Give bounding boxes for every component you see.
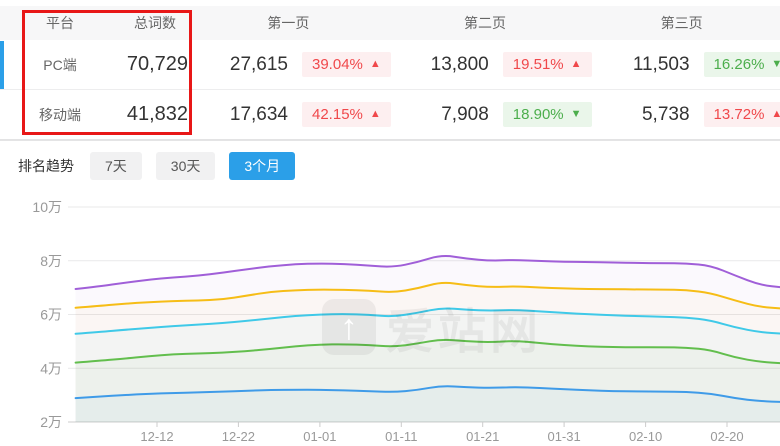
svg-text:6万: 6万 <box>40 307 62 323</box>
page2-cell: 13,800 19.51% ▲ <box>391 52 592 77</box>
platform-label: PC端 <box>43 56 77 73</box>
page1-cell: 27,615 39.04% ▲ <box>190 52 391 77</box>
trend-arrow-icon: ▲ <box>570 58 582 70</box>
change-percent: 18.90% <box>512 106 564 123</box>
page1-change-badge: 42.15% ▲ <box>302 102 391 127</box>
trend-arrow-icon: ▲ <box>369 58 381 70</box>
chart-canvas[interactable]: 2万 4万 6万 8万 10万 12-12 12-22 01-01 01-11 01-21 01-3… <box>0 190 780 446</box>
page3-cell: 5,738 13.72% ▲ <box>592 102 780 127</box>
trend-section-title: 排名趋势 <box>18 157 74 174</box>
svg-text:01-21: 01-21 <box>466 429 499 444</box>
table-row-mobile[interactable]: 移动端 41,832 17,634 42.15% ▲ 7,908 18.90% … <box>0 90 780 140</box>
col-header-page2: 第二页 <box>464 15 506 31</box>
table-header-row: 平台 总词数 第一页 第二页 第三页 <box>0 6 780 40</box>
page1-count: 27,615 <box>229 53 288 75</box>
total-words-value: 41,832 <box>126 103 188 125</box>
page2-change-badge: 19.51% ▲ <box>502 52 592 77</box>
change-percent: 39.04% <box>312 56 363 73</box>
change-percent: 42.15% <box>312 106 363 123</box>
page2-count: 7,908 <box>441 103 489 125</box>
page1-count: 17,634 <box>229 103 288 125</box>
svg-text:10万: 10万 <box>32 199 62 215</box>
table-row-pc[interactable]: PC端 70,729 27,615 39.04% ▲ 13,800 19.51%… <box>0 40 780 90</box>
tab-7-days[interactable]: 7天 <box>90 151 142 180</box>
trend-arrow-icon: ▲ <box>771 108 780 120</box>
svg-text:8万: 8万 <box>40 253 62 269</box>
page1-cell: 17,634 42.15% ▲ <box>190 102 391 127</box>
trend-toolbar: 排名趋势 7天 30天 3个月 <box>0 140 780 190</box>
col-header-page1: 第一页 <box>267 15 310 31</box>
page3-change-badge: 16.26% ▼ <box>703 52 780 77</box>
col-header-platform: 平台 <box>46 15 74 31</box>
change-percent: 16.26% <box>713 56 765 73</box>
ranking-summary-table: 平台 总词数 第一页 第二页 第三页 PC端 70,729 27,615 39.… <box>0 0 780 140</box>
page2-cell: 7,908 18.90% ▼ <box>391 102 592 127</box>
change-percent: 13.72% <box>713 106 765 123</box>
svg-text:01-31: 01-31 <box>547 429 580 444</box>
change-percent: 19.51% <box>512 56 564 73</box>
svg-text:12-12: 12-12 <box>140 429 173 444</box>
trend-arrow-icon: ▲ <box>369 108 381 120</box>
svg-text:01-11: 01-11 <box>385 429 417 444</box>
col-header-page3: 第三页 <box>660 15 703 31</box>
page3-count: 5,738 <box>641 103 690 125</box>
svg-text:01-01: 01-01 <box>303 429 336 444</box>
ranking-trend-chart[interactable]: 2万 4万 6万 8万 10万 12-12 12-22 01-01 01-11 01-21 01-3… <box>0 190 780 446</box>
platform-label: 移动端 <box>39 106 81 123</box>
page3-change-badge: 13.72% ▲ <box>703 102 780 127</box>
col-header-total-words: 总词数 <box>134 15 176 31</box>
svg-text:02-20: 02-20 <box>710 429 743 444</box>
tab-30-days[interactable]: 30天 <box>155 151 216 180</box>
page2-change-badge: 18.90% ▼ <box>502 102 592 127</box>
trend-arrow-icon: ▼ <box>570 108 582 120</box>
tab-3-months[interactable]: 3个月 <box>229 151 296 180</box>
svg-text:2万: 2万 <box>40 414 62 430</box>
page2-count: 13,800 <box>430 53 489 75</box>
trend-arrow-icon: ▼ <box>771 58 780 70</box>
total-words-value: 70,729 <box>126 53 188 75</box>
page3-cell: 11,503 16.26% ▼ <box>592 52 780 77</box>
svg-text:02-10: 02-10 <box>629 429 662 444</box>
page3-count: 11,503 <box>632 53 690 75</box>
page1-change-badge: 39.04% ▲ <box>302 52 391 77</box>
svg-text:12-22: 12-22 <box>222 429 255 444</box>
svg-text:4万: 4万 <box>40 360 62 376</box>
active-row-indicator <box>0 41 4 89</box>
